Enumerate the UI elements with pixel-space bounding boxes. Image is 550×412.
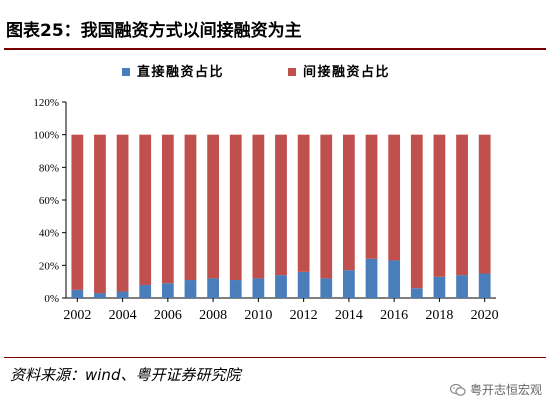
x-tick-label: 2008: [199, 308, 227, 323]
x-tick-label: 2016: [380, 308, 408, 323]
y-tick-label: 100%: [33, 130, 59, 142]
bar-indirect: [275, 134, 287, 276]
bar-direct: [320, 278, 333, 298]
watermark-text: 粤开志恒宏观: [469, 383, 542, 397]
bar-indirect: [320, 134, 333, 279]
bar-indirect: [388, 134, 401, 261]
x-tick-label: 2014: [335, 308, 363, 323]
bar-direct: [456, 275, 468, 298]
bar-direct: [388, 260, 401, 298]
bar-indirect: [297, 134, 310, 272]
figure-title: 图表25：我国融资方式以间接融资为主: [6, 21, 302, 41]
bar-direct: [433, 276, 446, 298]
footer-divider: [4, 357, 546, 358]
legend-label: 直接融资占比: [137, 64, 224, 80]
legend-swatch: [288, 68, 296, 76]
wechat-icon: [449, 383, 466, 396]
y-tick-label: 20%: [39, 260, 59, 272]
stacked-bar-chart: 直接融资占比 间接融资占比 0% 20% 40% 60% 80% 100% 120% 2002 20…: [33, 64, 499, 323]
bar-indirect: [456, 134, 468, 276]
y-tick-label: 80%: [39, 162, 59, 174]
bar-direct: [71, 289, 84, 298]
bar-direct: [184, 280, 197, 298]
bar-direct: [116, 291, 129, 298]
bar-direct: [161, 283, 174, 298]
x-tick-label: 2018: [425, 308, 453, 323]
watermark: 粤开志恒宏观: [449, 381, 542, 398]
x-tick-label: 2006: [154, 308, 182, 323]
bar-indirect: [433, 134, 446, 277]
y-tick-label: 0%: [44, 293, 59, 305]
bar-indirect: [229, 134, 242, 281]
x-tick-label: 2002: [63, 308, 91, 323]
bar-indirect: [365, 134, 378, 259]
bar-direct: [94, 293, 106, 298]
x-tick-label: 2020: [471, 308, 499, 323]
y-tick-label: 120%: [33, 97, 59, 109]
bar-indirect: [184, 134, 197, 281]
source-note: 资料来源：wind、粤开证券研究院: [10, 366, 241, 384]
legend-label: 间接融资占比: [303, 64, 390, 80]
bar-direct: [139, 284, 152, 298]
bar-direct: [229, 280, 242, 298]
bar-direct: [252, 278, 265, 298]
bar-indirect: [207, 134, 219, 279]
bar-direct: [365, 258, 378, 298]
bar-indirect: [410, 134, 423, 289]
bar-indirect: [139, 134, 152, 285]
bar-direct: [275, 275, 287, 298]
x-tick-label: 2012: [290, 308, 318, 323]
bar-indirect: [252, 134, 265, 279]
bar-indirect: [161, 134, 174, 284]
bar-indirect: [478, 134, 491, 274]
y-tick-label: 40%: [39, 228, 59, 240]
title-divider: [4, 48, 546, 50]
x-tick-label: 2010: [244, 308, 272, 323]
bar-indirect: [94, 134, 106, 294]
y-tick-label: 60%: [39, 195, 59, 207]
x-tick-label: 2004: [109, 308, 137, 323]
bar-direct: [207, 278, 219, 298]
bar-indirect: [343, 134, 355, 271]
bar-indirect: [71, 134, 84, 290]
bar-indirect: [116, 134, 129, 292]
bar-direct: [343, 270, 355, 298]
legend-swatch: [122, 68, 130, 76]
bar-direct: [478, 273, 491, 298]
bar-direct: [297, 271, 310, 298]
bar-direct: [410, 288, 423, 298]
